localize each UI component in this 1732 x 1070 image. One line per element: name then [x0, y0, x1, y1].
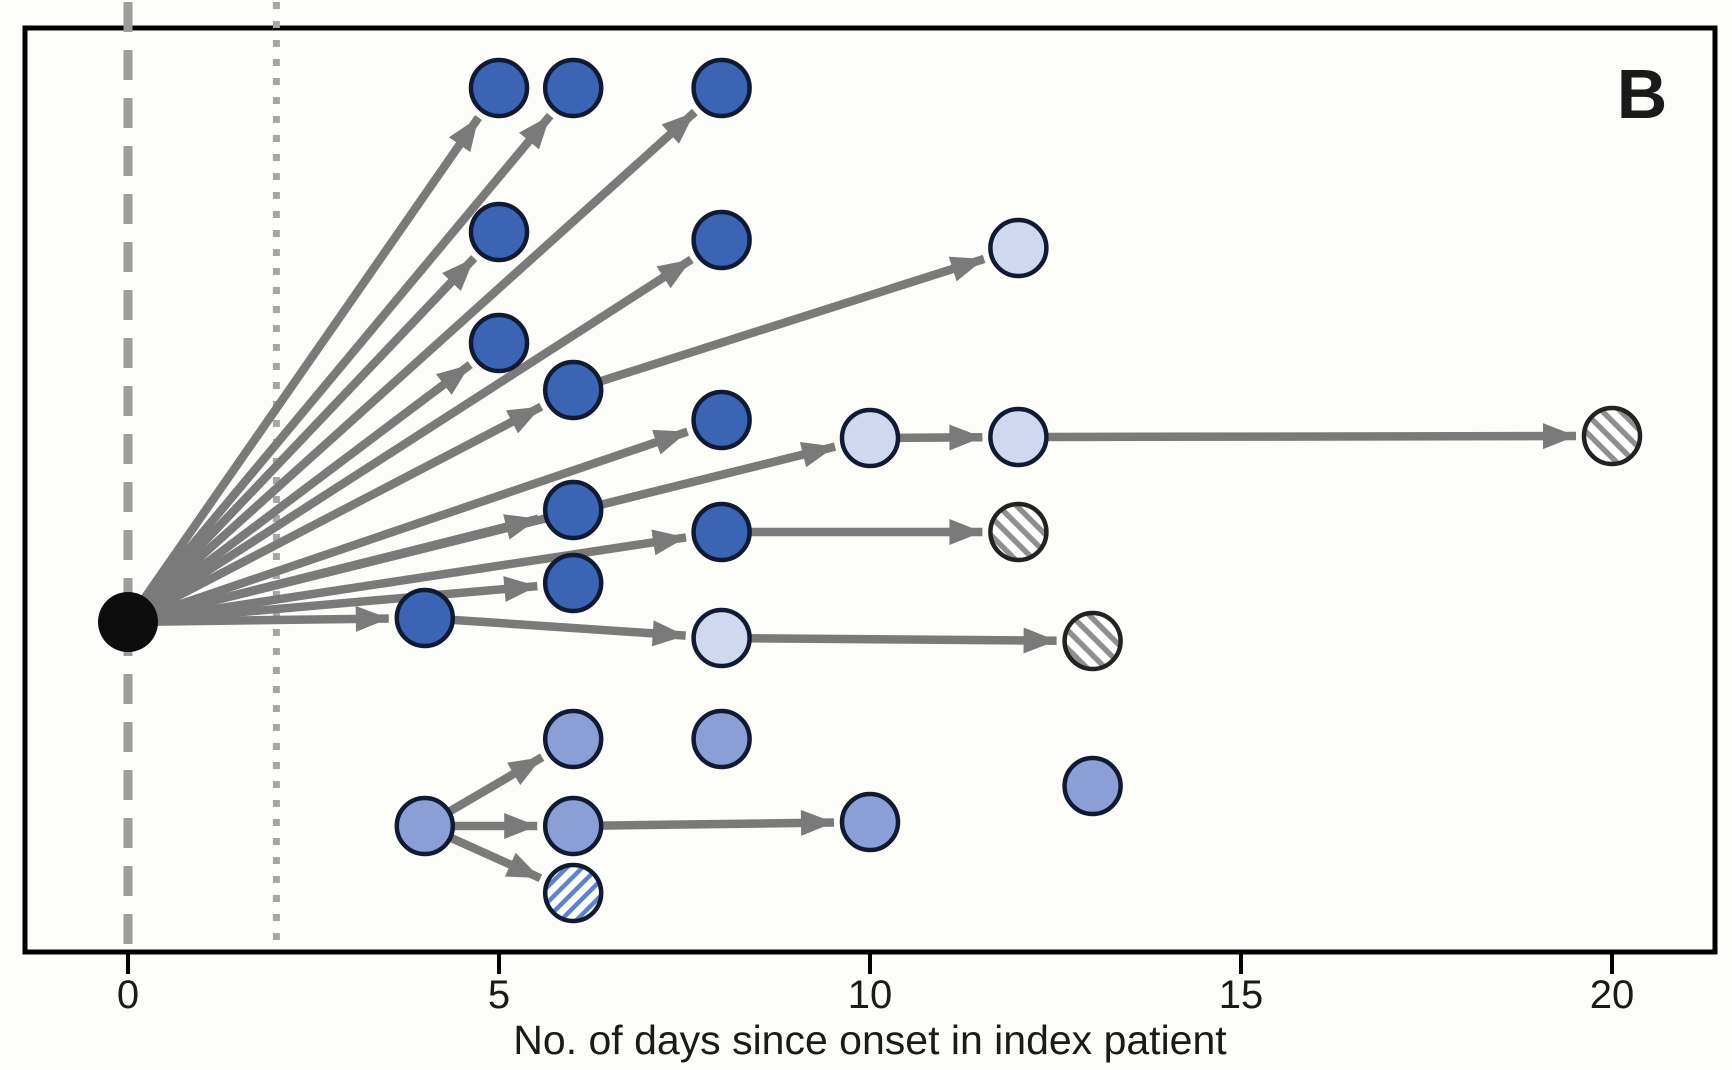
case-node-D3: [691, 57, 752, 119]
transmission-arrow-D12-P4: [450, 615, 686, 647]
transmission-arrow-X0-D7: [126, 402, 544, 626]
case-nodes-layer: [98, 57, 1643, 924]
transmission-arrow-M1-M2: [445, 753, 545, 817]
reference-lines-layer: [123, 2, 280, 952]
case-node-H2: [988, 501, 1049, 563]
x-axis-tick-label-0: 0: [117, 973, 139, 1017]
x-axis-tick-label-20: 20: [1590, 973, 1635, 1017]
transmission-arrow-X0-D8: [126, 427, 689, 627]
case-node-M6: [839, 791, 901, 853]
case-node-M5: [691, 708, 752, 770]
case-node-BH1: [542, 862, 604, 924]
x-axis-tick-label-15: 15: [1219, 973, 1264, 1017]
case-node-D12: [394, 587, 456, 649]
case-node-P4: [691, 607, 752, 669]
case-node-D5: [691, 209, 752, 271]
case-node-H1: [1581, 405, 1643, 467]
x-axis-tick-label-5: 5: [488, 973, 510, 1017]
case-node-D11: [542, 552, 604, 614]
transmission-arrow-D7-P1: [596, 254, 986, 387]
case-node-P1: [988, 217, 1049, 279]
case-node-P2: [839, 407, 901, 469]
case-node-D1: [468, 57, 530, 119]
transmission-arrow-M3-M6: [599, 809, 835, 836]
transmission-arrow-X0-D1: [124, 115, 482, 625]
index-patient-node-X0: [98, 592, 158, 652]
transmission-arrow-P3-H1: [1044, 423, 1577, 450]
case-node-D10: [691, 501, 752, 563]
case-node-D8: [691, 389, 752, 451]
case-node-D6: [468, 312, 530, 374]
transmission-arrow-X0-D5: [125, 255, 694, 626]
case-node-D7: [542, 359, 604, 421]
case-node-M2: [542, 708, 604, 770]
transmission-arrow-X0-D4: [124, 255, 478, 625]
transmission-arrow-X0-D2: [124, 112, 554, 625]
case-node-D2: [542, 57, 604, 119]
transmission-arrow-P2-P3: [895, 424, 983, 451]
panel-label: B: [1617, 55, 1668, 133]
case-node-H3: [1062, 610, 1123, 672]
transmission-arrow-M1-BH1: [446, 832, 543, 883]
case-node-D9: [542, 479, 604, 541]
transmission-arrows-layer: [124, 108, 1577, 883]
x-axis-tick-label-10: 10: [848, 973, 893, 1017]
x-axis-label: No. of days since onset in index patient: [513, 1017, 1227, 1063]
case-node-M7: [1062, 755, 1123, 817]
case-node-M3: [542, 795, 604, 857]
case-node-D4: [468, 201, 530, 263]
transmission-arrow-X0-D12: [127, 605, 389, 632]
transmission-arrow-X0-D9: [126, 514, 540, 627]
transmission-arrow-X0-D3: [125, 108, 698, 626]
transmission-arrow-X0-D6: [125, 361, 473, 626]
case-node-M1: [394, 795, 456, 857]
transmission-arrow-X0-D11: [127, 576, 538, 627]
case-node-P3: [988, 406, 1049, 468]
axis-ticks-layer: 0 5 10 15 20: [117, 952, 1634, 1017]
transmission-arrow-X0-D10: [127, 529, 687, 627]
transmission-arrow-P4-H3: [747, 627, 1057, 654]
